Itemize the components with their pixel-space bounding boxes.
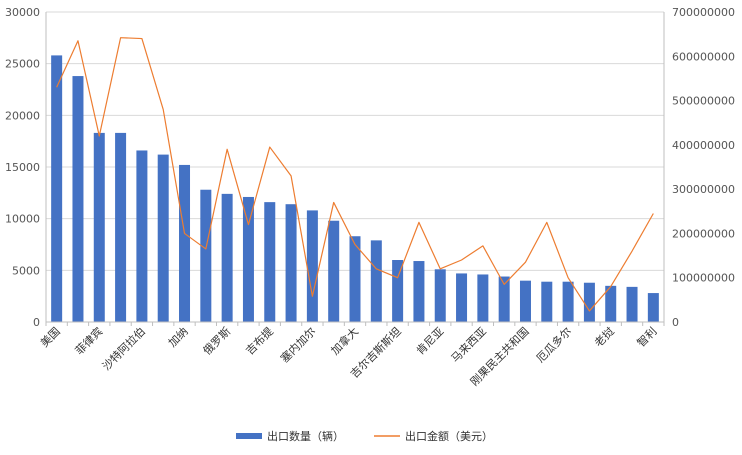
y-left-tick-label: 30000	[5, 6, 40, 19]
bar	[200, 189, 212, 322]
bar	[562, 281, 574, 322]
legend-label-line: 出口金额（美元）	[405, 429, 493, 443]
y-left-tick-label: 10000	[5, 213, 40, 226]
y-left-tick-label: 20000	[5, 109, 40, 122]
bar	[626, 286, 638, 322]
y-right-tick-label: 500000000	[672, 95, 735, 108]
bar	[242, 196, 254, 322]
x-category-label: 智利	[634, 324, 659, 349]
bar	[477, 274, 489, 322]
line-series	[56, 37, 654, 312]
y-right-tick-label: 600000000	[672, 50, 735, 63]
y-right-tick-label: 700000000	[672, 6, 735, 19]
bar	[456, 273, 468, 322]
bar	[221, 193, 233, 322]
bar	[647, 293, 659, 322]
bar	[498, 276, 510, 322]
y-right-tick-label: 300000000	[672, 183, 735, 196]
y-left-tick-label: 25000	[5, 58, 40, 71]
bar	[264, 202, 276, 322]
bar	[72, 76, 84, 322]
x-category-label: 菲律宾	[72, 324, 105, 357]
bar	[583, 282, 595, 322]
x-category-label: 加拿大	[328, 324, 361, 357]
bar	[136, 150, 148, 322]
y-left-tick-label: 0	[33, 316, 40, 329]
y-right-tick-label: 0	[672, 316, 679, 329]
x-category-label: 肯尼亚	[414, 325, 447, 358]
bar	[115, 132, 127, 322]
x-category-label: 吉布提	[243, 325, 276, 358]
bar	[306, 210, 318, 322]
x-category-label: 沙特阿拉伯	[99, 324, 148, 373]
y-right-tick-label: 400000000	[672, 139, 735, 152]
y-right-tick-label: 100000000	[672, 272, 735, 285]
bar	[541, 281, 553, 322]
bar	[179, 164, 191, 322]
x-category-label: 加纳	[166, 325, 191, 350]
x-category-label: 美国	[38, 325, 63, 350]
bar	[434, 269, 446, 322]
bar	[93, 132, 105, 322]
bar	[328, 220, 340, 322]
bar	[349, 236, 361, 322]
bar	[413, 261, 425, 322]
y-left-tick-label: 5000	[12, 264, 40, 277]
series-line	[56, 37, 654, 312]
bar	[157, 154, 169, 322]
bar-series	[51, 55, 659, 323]
y-right-tick-label: 200000000	[672, 227, 735, 240]
x-category-label: 马来西亚	[449, 325, 489, 365]
bar	[285, 204, 297, 322]
bar	[605, 285, 617, 322]
legend-swatch-bar	[236, 433, 262, 439]
x-category-label: 塞内加尔	[277, 324, 318, 365]
bar	[370, 240, 382, 322]
x-category-label: 厄瓜多尔	[533, 324, 574, 365]
x-category-label: 俄罗斯	[201, 325, 234, 358]
bar	[51, 55, 63, 323]
x-category-label: 老挝	[591, 324, 616, 349]
y-left-tick-label: 15000	[5, 161, 40, 174]
bar	[519, 280, 531, 322]
legend-label-bar: 出口数量（辆）	[267, 429, 344, 443]
bar	[392, 260, 404, 322]
legend: 出口数量（辆） 出口金额（美元）	[236, 429, 493, 443]
